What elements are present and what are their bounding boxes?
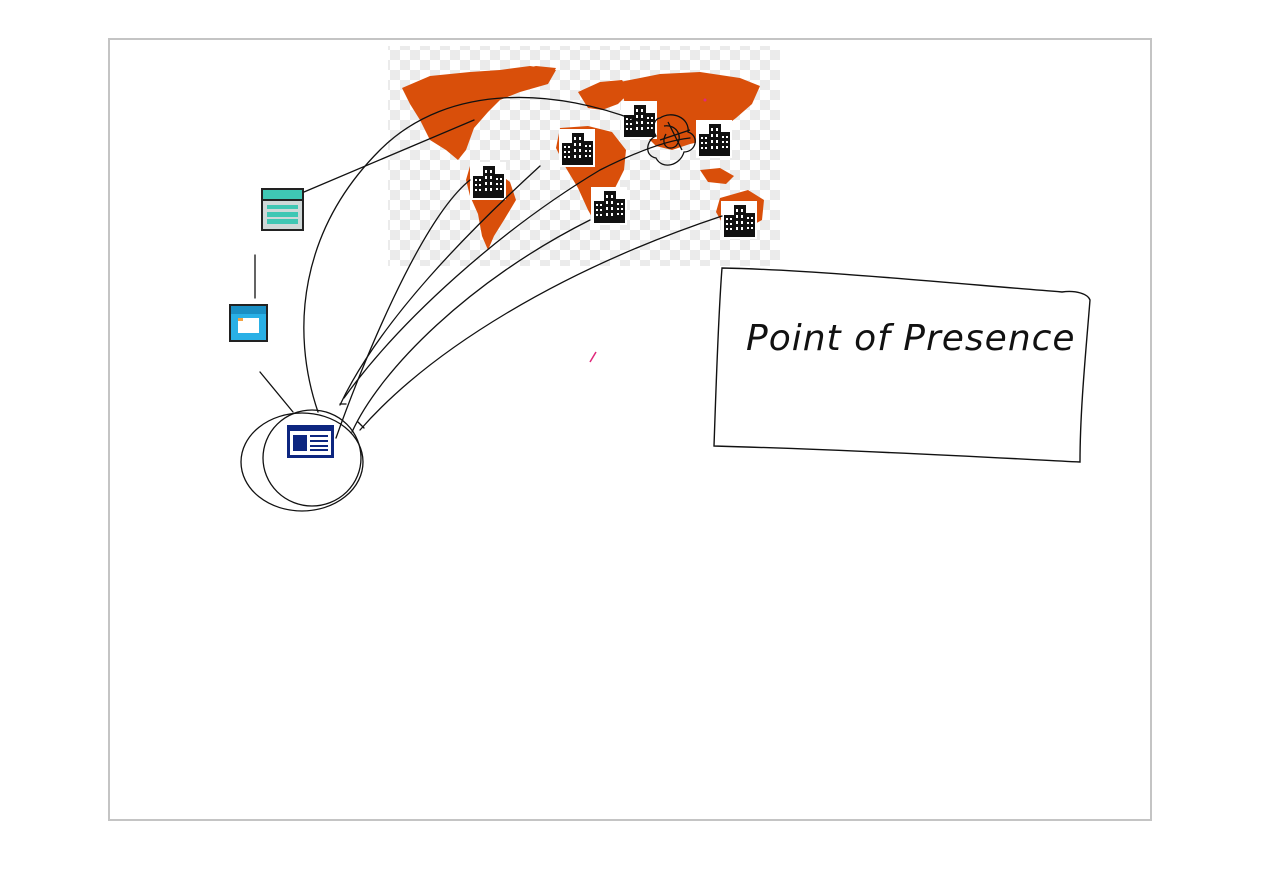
app-window-icon[interactable] <box>229 304 268 342</box>
ink-strokes <box>240 96 723 512</box>
highlight-dot <box>703 98 707 102</box>
web-page-icon[interactable] <box>287 425 334 458</box>
storage-server-icon[interactable] <box>261 188 304 231</box>
office-building-icon <box>470 162 506 200</box>
office-building-icon <box>696 120 732 158</box>
office-building-icon <box>591 187 627 225</box>
highlight-mark <box>589 351 597 363</box>
office-building-icon <box>621 101 657 139</box>
label-box[interactable]: Point of Presence <box>713 267 1091 463</box>
scribble-mark <box>647 114 696 166</box>
label-text: Point of Presence <box>746 318 1076 359</box>
office-building-icon <box>721 201 757 239</box>
office-building-icon <box>559 129 595 167</box>
